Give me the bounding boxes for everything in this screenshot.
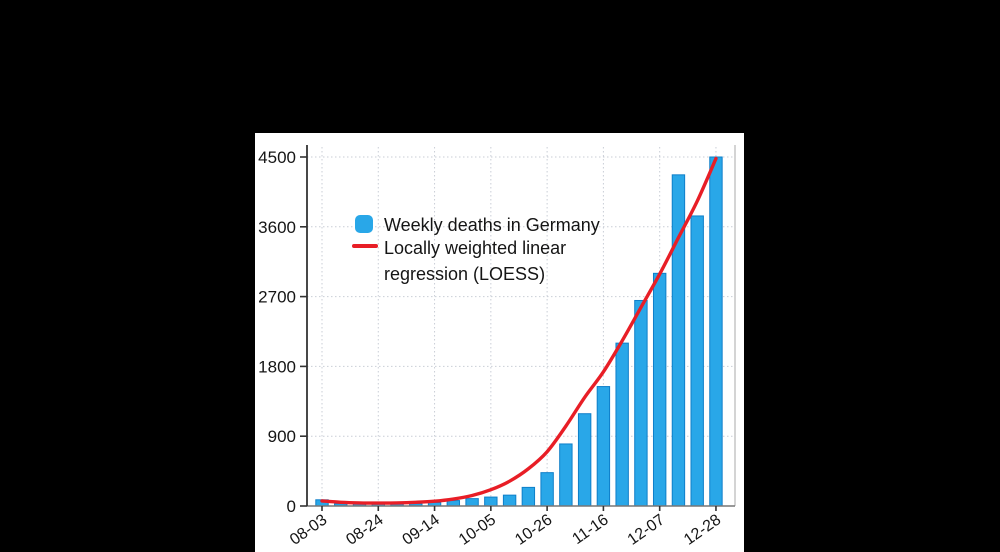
bar <box>446 500 461 507</box>
y-tick-label: 2700 <box>258 288 296 307</box>
chart-panel: 0 900 1800 2700 3600 4500 08-03 08-24 09-14 10-05… <box>255 133 744 552</box>
bar <box>502 494 517 507</box>
bar <box>634 299 648 507</box>
blue-square-marker-icon <box>355 215 373 233</box>
y-tick-label: 0 <box>287 497 296 516</box>
weekly-deaths-chart: 0 900 1800 2700 3600 4500 08-03 08-24 09-14 10-05… <box>258 145 736 549</box>
bar <box>671 174 686 507</box>
x-tick-label: 10-05 <box>456 511 499 548</box>
y-tick-label: 3600 <box>258 218 296 237</box>
bar <box>559 443 573 507</box>
x-tick-label: 11-16 <box>569 511 611 548</box>
x-tick-label: 09-14 <box>400 511 443 548</box>
bar <box>652 272 667 507</box>
y-tick-label: 4500 <box>258 148 296 167</box>
bar <box>709 156 723 507</box>
bar <box>540 472 554 507</box>
legend-label: Weekly deaths in Germany <box>384 215 600 235</box>
y-tick-label: 900 <box>268 427 296 446</box>
x-tick-label: 10-26 <box>512 511 555 548</box>
bar <box>615 342 629 507</box>
x-tick-label: 08-24 <box>343 511 386 548</box>
x-tick-label: 08-03 <box>287 511 330 548</box>
bar <box>465 498 479 507</box>
bar <box>596 386 611 507</box>
bar <box>484 496 498 507</box>
y-tick-label: 1800 <box>258 357 296 376</box>
red-line-marker-icon <box>352 244 378 248</box>
legend-label: Locally weighted linear regression (LOES… <box>384 238 567 284</box>
x-tick-label: 12-28 <box>681 511 724 548</box>
bar <box>577 413 592 507</box>
bar <box>690 215 704 507</box>
x-tick-label: 12-07 <box>625 511 668 548</box>
bar <box>521 486 536 507</box>
loess-line <box>320 156 718 505</box>
